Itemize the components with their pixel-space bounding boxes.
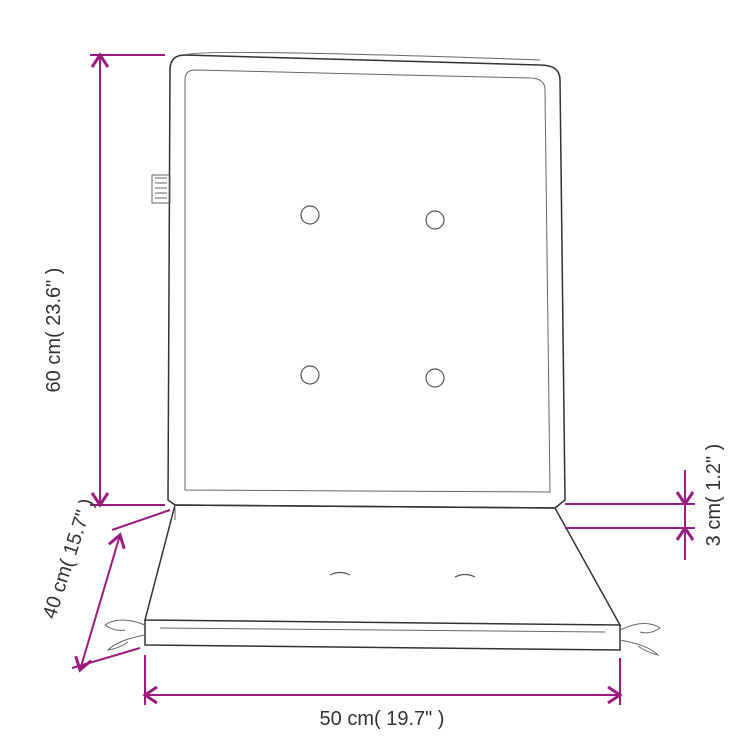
- tie-string-left: [105, 620, 145, 630]
- tufting-circle: [426, 369, 444, 387]
- dim-label-width: 50 cm( 19.7" ): [320, 708, 445, 730]
- tie-string-right: [620, 623, 660, 632]
- dim-label-depth: 40 cm( 15.7" ): [39, 496, 99, 622]
- tufting-circle: [301, 366, 319, 384]
- seat-tuft: [330, 573, 350, 576]
- backrest-inner: [185, 70, 550, 492]
- dimension-diagram: 60 cm( 23.6" ) 40 cm( 15.7" ) 50 cm( 19.…: [0, 0, 750, 750]
- seat-top: [145, 505, 620, 625]
- backrest-outer: [168, 55, 565, 508]
- tufting-circle: [301, 206, 319, 224]
- tie-string-right: [620, 640, 658, 655]
- dim-label-height: 60 cm( 23.6" ): [43, 268, 65, 393]
- dim-line-depth: [80, 535, 120, 670]
- seat-tuft: [455, 575, 475, 578]
- seat-inner-edge: [160, 628, 605, 632]
- tufting-circle: [426, 211, 444, 229]
- dim-label-thickness: 3 cm( 1.2" ): [703, 444, 725, 547]
- side-tab: [152, 175, 170, 203]
